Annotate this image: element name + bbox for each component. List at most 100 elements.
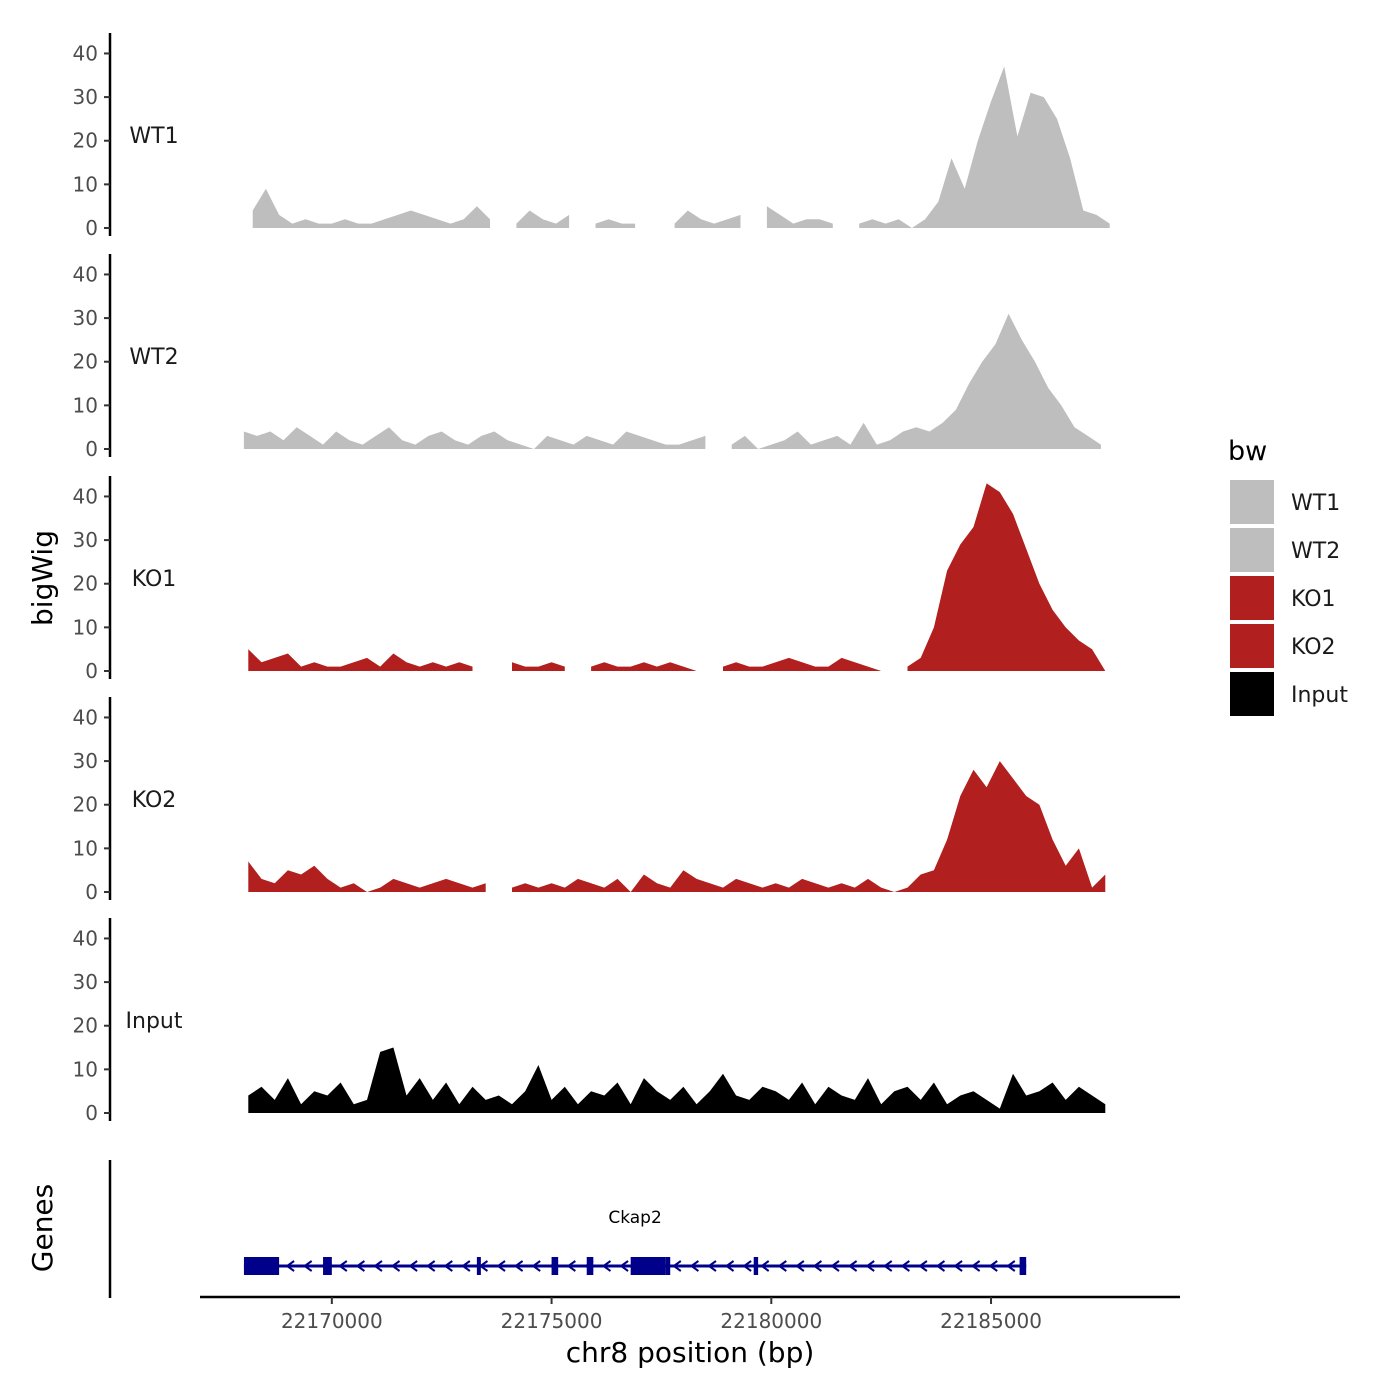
- y-axis-title: bigWig: [26, 530, 59, 626]
- gene-exon: [243, 1257, 280, 1275]
- y-tick-label: 20: [73, 572, 98, 596]
- y-tick-label: 30: [73, 528, 98, 552]
- strand-arrow: [513, 1260, 524, 1272]
- track-wt1: 0 10 20 30 40 WT1: [73, 33, 1110, 240]
- coverage-area: [512, 662, 565, 671]
- gene-label: Ckap2: [608, 1208, 661, 1228]
- strand-arrow: [795, 1260, 805, 1272]
- strand-arrow: [461, 1260, 471, 1272]
- y-tick-label: 40: [73, 705, 98, 729]
- strand-arrow: [302, 1260, 313, 1272]
- legend-title: bw: [1228, 436, 1267, 467]
- y-tick-label: 30: [73, 749, 98, 773]
- x-tick-label: 22170000: [281, 1309, 383, 1333]
- legend-swatch: [1230, 672, 1274, 716]
- strand-arrow: [443, 1260, 453, 1272]
- legend: bw WT1 WT2 KO1 KO2 Input: [1228, 436, 1348, 716]
- strand-arrow: [285, 1260, 295, 1272]
- gene-exon: [476, 1257, 481, 1275]
- gene-exon: [323, 1257, 332, 1275]
- strand-arrow: [988, 1260, 998, 1272]
- strand-arrow: [425, 1260, 436, 1272]
- coverage-area: [248, 1047, 1106, 1113]
- track-input: 0 10 20 30 40 Input: [73, 918, 1106, 1125]
- y-tick-label: 20: [73, 350, 98, 374]
- strand-arrow: [970, 1260, 981, 1272]
- gene-exon: [753, 1257, 759, 1275]
- gene-exon: [630, 1257, 666, 1275]
- legend-entry-input: Input: [1230, 672, 1348, 716]
- strand-arrow: [672, 1260, 682, 1272]
- strand-arrow: [812, 1260, 823, 1272]
- y-tick-label: 40: [73, 262, 98, 286]
- y-tick-label: 40: [73, 41, 98, 65]
- legend-label: KO2: [1291, 635, 1336, 660]
- gene-exon: [586, 1257, 594, 1275]
- y-tick-label: 10: [73, 615, 98, 639]
- y-tick-label: 0: [85, 437, 98, 461]
- strand-arrow: [619, 1260, 629, 1272]
- strand-arrow: [496, 1260, 506, 1272]
- y-tick-label: 10: [73, 172, 98, 196]
- y-tick-label: 0: [85, 880, 98, 904]
- coverage-area: [674, 210, 741, 228]
- strand-arrow: [724, 1260, 735, 1272]
- y-tick-label: 30: [73, 85, 98, 109]
- legend-entry-ko1: KO1: [1230, 576, 1336, 620]
- strand-arrow: [355, 1260, 365, 1272]
- y-tick-label: 30: [73, 970, 98, 994]
- coverage-area: [252, 188, 490, 228]
- legend-entry-wt2: WT2: [1230, 528, 1340, 572]
- strand-arrow: [918, 1260, 928, 1272]
- strand-arrow: [707, 1260, 717, 1272]
- legend-label: Input: [1291, 683, 1348, 708]
- strand-arrow: [742, 1260, 752, 1272]
- legend-label: KO1: [1291, 587, 1336, 612]
- y-tick-label: 20: [73, 129, 98, 153]
- legend-swatch: [1230, 624, 1274, 668]
- legend-swatch: [1230, 528, 1274, 572]
- strand-arrow: [777, 1260, 787, 1272]
- coverage-area: [591, 662, 697, 671]
- coverage-area: [731, 313, 1101, 449]
- x-axis: 22170000 22175000 22180000 22185000: [200, 1295, 1180, 1333]
- track-wt2: 0 10 20 30 40 WT2: [73, 254, 1101, 461]
- coverage-area: [595, 219, 636, 228]
- coverage-area: [723, 657, 882, 671]
- coverage-area: [766, 206, 833, 228]
- coverage-area: [243, 427, 706, 449]
- y-tick-label: 0: [85, 1101, 98, 1125]
- coverage-tracks: 0 10 20 30 40 WT1 0 10 20 30 40 WT2 0 10 20 30 40 KO1 0 10 2…: [73, 33, 1110, 1125]
- x-tick-label: 22180000: [720, 1309, 822, 1333]
- legend-swatch: [1230, 480, 1274, 524]
- track-ko2: 0 10 20 30 40 KO2: [73, 697, 1106, 904]
- coverage-area: [907, 483, 1106, 671]
- strand-arrow: [338, 1260, 348, 1272]
- y-tick-label: 10: [73, 393, 98, 417]
- strand-arrow: [830, 1260, 840, 1272]
- legend-swatch: [1230, 576, 1274, 620]
- strand-arrow: [408, 1260, 418, 1272]
- strand-arrow: [865, 1260, 875, 1272]
- coverage-area: [512, 761, 1106, 892]
- track-label: WT2: [129, 345, 178, 370]
- coverage-area: [516, 210, 570, 228]
- strand-arrow: [953, 1260, 963, 1272]
- gene-exon: [551, 1257, 559, 1275]
- gene-exon: [1019, 1257, 1027, 1275]
- y-tick-label: 10: [73, 1057, 98, 1081]
- track-label: WT1: [129, 124, 178, 149]
- strand-arrow: [1006, 1260, 1016, 1272]
- legend-label: WT1: [1291, 491, 1340, 516]
- y-tick-label: 40: [73, 484, 98, 508]
- track-label: Input: [126, 1009, 183, 1034]
- strand-arrow: [759, 1260, 770, 1272]
- strand-arrow: [373, 1260, 383, 1272]
- gene-ckap2: Ckap2: [243, 1208, 1027, 1275]
- coverage-area: [248, 861, 486, 892]
- x-axis-title: chr8 position (bp): [566, 1336, 815, 1369]
- strand-arrow: [847, 1260, 858, 1272]
- legend-entry-ko2: KO2: [1230, 624, 1336, 668]
- strand-arrow: [566, 1260, 576, 1272]
